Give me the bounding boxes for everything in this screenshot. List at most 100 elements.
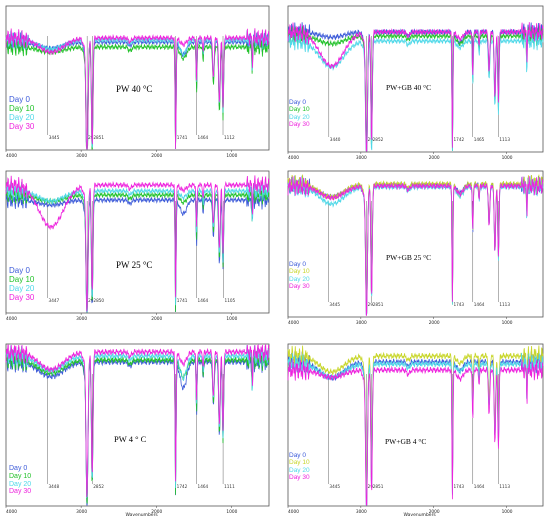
x-tick-label: 3000 bbox=[76, 153, 87, 159]
x-tick-label: 4000 bbox=[6, 153, 17, 159]
x-tick-label: 1000 bbox=[502, 155, 513, 160]
peak-label: 2851 bbox=[373, 302, 384, 307]
x-tick-label: 1000 bbox=[502, 509, 513, 515]
legend-entry: Day 10 bbox=[289, 106, 310, 114]
chart-title-pwgb4: PW+GB 4 °C bbox=[385, 437, 427, 446]
plot-frame bbox=[5, 343, 270, 507]
peak-label: 1464 bbox=[198, 484, 209, 489]
plot-frame bbox=[287, 343, 544, 507]
series-line-day-30 bbox=[5, 175, 270, 312]
legend-entry: Day 30 bbox=[289, 473, 310, 481]
peak-label: 1113 bbox=[499, 137, 510, 142]
spectrum-plot-pw40: 3445 29 2851 1741 1464 1112 4000 3000 2000 1000 bbox=[5, 5, 270, 159]
legend-entry: Day 0 bbox=[9, 465, 28, 472]
x-tick-label: 3000 bbox=[76, 509, 87, 515]
x-tick-label: 2000 bbox=[151, 509, 162, 515]
peak-label: 1112 bbox=[224, 135, 235, 140]
x-tick-label: 1000 bbox=[226, 153, 237, 159]
peak-label: 29 bbox=[368, 302, 374, 307]
peak-label: 1113 bbox=[499, 302, 510, 307]
spectrum-plot-pwgb25: 3445 29 2851 1743 1464 1113 4000 3000 2000 1000 bbox=[287, 170, 544, 325]
legend-pwgb40: Day 0 Day 10 Day 20 Day 30 bbox=[289, 99, 310, 128]
chart-title-pw4: PW 4 ° C bbox=[114, 434, 147, 444]
peak-label: 29 bbox=[88, 298, 94, 303]
x-tick-label: 3000 bbox=[356, 509, 367, 515]
x-tick-label: 4000 bbox=[6, 509, 17, 515]
chart-panel-pwgb25: 3445 29 2851 1743 1464 1113 4000 3000 2000 1000 D… bbox=[285, 167, 547, 325]
legend-entry: Day 30 bbox=[289, 120, 310, 128]
peak-label: 1105 bbox=[225, 298, 236, 303]
plot-frame bbox=[5, 170, 270, 314]
chart-panel-pw4: 3448 2852 1742 1464 1111 4000 3000 2000 1000 Wave… bbox=[2, 340, 273, 518]
x-tick-label: 3000 bbox=[76, 316, 87, 322]
chart-panel-pw40: 3445 29 2851 1741 1464 1112 4000 3000 2000 1000 D… bbox=[2, 2, 273, 160]
series-line-day-30 bbox=[287, 22, 544, 152]
peak-label: 1464 bbox=[474, 302, 485, 307]
x-tick-label: 2000 bbox=[429, 320, 440, 325]
peak-label: 1742 bbox=[454, 137, 465, 142]
spectrum-plot-pw25: 3447 29 2850 1741 1464 1105 4000 3000 2000 1000 bbox=[5, 170, 270, 322]
series-line-day-0 bbox=[5, 190, 270, 313]
legend-pwgb4: Day 0 Day 10 Day 20 Day 30 bbox=[289, 452, 310, 481]
peak-label: 3445 bbox=[49, 135, 60, 140]
x-tick-label: 4000 bbox=[6, 316, 17, 322]
peak-label: 1464 bbox=[198, 135, 209, 140]
peak-label: 1464 bbox=[198, 298, 209, 303]
chart-title-pw25: PW 25 °C bbox=[116, 260, 153, 270]
legend-entry: Day 30 bbox=[9, 292, 35, 302]
x-tick-label: 1000 bbox=[502, 320, 513, 325]
peak-label: 1741 bbox=[177, 298, 188, 303]
legend-entry: Day 30 bbox=[289, 282, 310, 290]
peak-label: 1742 bbox=[177, 484, 188, 489]
series-line-day-10 bbox=[287, 174, 544, 313]
legend-entry: Day 20 bbox=[289, 466, 310, 474]
chart-title-pwgb25: PW+GB 25 °C bbox=[386, 253, 432, 262]
legend-entry: Day 20 bbox=[289, 113, 310, 121]
peak-label: 3447 bbox=[49, 298, 60, 303]
peak-label: 2852 bbox=[93, 484, 104, 489]
legend-entry: Day 0 bbox=[289, 261, 306, 268]
peak-label: 2852 bbox=[373, 137, 384, 142]
plot-frame bbox=[287, 5, 544, 153]
peak-label: 1465 bbox=[474, 137, 485, 142]
peak-label: 29 bbox=[368, 137, 374, 142]
series-line-day-0 bbox=[5, 351, 270, 506]
peak-label: 1743 bbox=[453, 302, 464, 307]
legend-entry: Day 20 bbox=[9, 480, 32, 488]
legend-entry: Day 30 bbox=[9, 488, 32, 496]
series-line-day-30 bbox=[5, 28, 270, 150]
peak-label: 3448 bbox=[48, 484, 59, 489]
peak-label: 1113 bbox=[499, 484, 510, 489]
spectrum-plot-pw4: 3448 2852 1742 1464 1111 4000 3000 2000 1000 Wave… bbox=[5, 343, 270, 518]
legend-entry: Day 30 bbox=[9, 121, 35, 131]
peak-label: 29 bbox=[88, 135, 94, 140]
legend-entry: Day 20 bbox=[9, 283, 35, 293]
series-line-day-10 bbox=[287, 26, 544, 152]
x-tick-label: 2000 bbox=[429, 155, 440, 160]
peak-label: 3445 bbox=[329, 302, 340, 307]
legend-entry: Day 10 bbox=[289, 459, 310, 467]
legend-pw40: Day 0 Day 10 Day 20 Day 30 bbox=[9, 95, 35, 132]
chart-title-pwgb40: PW+GB 40 °C bbox=[386, 83, 432, 92]
peak-label: 29 bbox=[368, 484, 374, 489]
legend-entry: Day 0 bbox=[289, 452, 306, 459]
series-line-day-0 bbox=[5, 32, 270, 150]
series-line-day-30 bbox=[5, 343, 270, 498]
x-axis-label: Wavenumbers bbox=[404, 512, 437, 518]
series-line-day-10 bbox=[5, 349, 270, 504]
series-line-day-30 bbox=[287, 358, 544, 506]
legend-pw25: Day 0 Day 10 Day 20 Day 30 bbox=[9, 266, 35, 303]
x-tick-label: 2000 bbox=[429, 509, 440, 515]
legend-entry: Day 0 bbox=[9, 95, 30, 104]
legend-entry: Day 0 bbox=[9, 266, 30, 275]
spectrum-plot-pwgb4: 3445 29 2851 1743 1464 1113 4000 3000 2000 1000 Wa… bbox=[287, 343, 544, 518]
plot-frame bbox=[287, 170, 544, 318]
x-tick-label: 4000 bbox=[288, 509, 299, 515]
chart-panel-pwgb4: 3445 29 2851 1743 1464 1113 4000 3000 2000 1000 Wa… bbox=[285, 340, 547, 518]
x-tick-label: 1000 bbox=[226, 509, 237, 515]
spectrum-plot-pwgb40: 3440 29 2852 1742 1465 1113 4000 3000 2000 1000 bbox=[287, 5, 544, 160]
series-line-day-20 bbox=[287, 352, 544, 507]
x-tick-label: 3000 bbox=[356, 320, 367, 325]
peak-label: 1741 bbox=[177, 135, 188, 140]
x-axis-label: Wavenumbers bbox=[126, 512, 159, 518]
